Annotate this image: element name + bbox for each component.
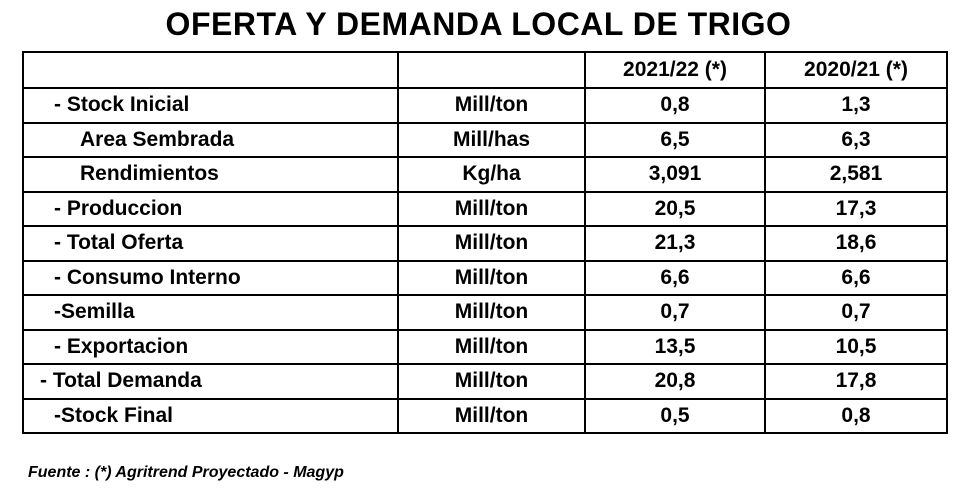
header-unit-cell bbox=[397, 51, 586, 89]
row-unit: Mill/ton bbox=[397, 225, 586, 262]
row-label: -Stock Final bbox=[22, 397, 399, 434]
row-label: - Produccion bbox=[22, 190, 399, 227]
table-header-row: 2021/22 (*) 2020/21 (*) bbox=[22, 51, 948, 89]
row-label: - Exportacion bbox=[22, 328, 399, 365]
row-value-2021-22: 3,091 bbox=[584, 156, 766, 193]
table-row: Area Sembrada Mill/has 6,5 6,3 bbox=[22, 121, 948, 158]
row-value-2020-21: 17,8 bbox=[764, 363, 948, 400]
row-label: - Stock Inicial bbox=[22, 87, 399, 124]
row-unit: Mill/has bbox=[397, 121, 586, 158]
row-value-2021-22: 21,3 bbox=[584, 225, 766, 262]
table-row: - Exportacion Mill/ton 13,5 10,5 bbox=[22, 328, 948, 365]
row-value-2020-21: 0,8 bbox=[764, 397, 948, 434]
row-value-2020-21: 6,3 bbox=[764, 121, 948, 158]
row-label: -Semilla bbox=[22, 294, 399, 331]
table-row: -Semilla Mill/ton 0,7 0,7 bbox=[22, 294, 948, 331]
row-value-2020-21: 2,581 bbox=[764, 156, 948, 193]
row-unit: Mill/ton bbox=[397, 363, 586, 400]
row-value-2021-22: 0,8 bbox=[584, 87, 766, 124]
row-label: - Consumo Interno bbox=[22, 259, 399, 296]
row-value-2021-22: 20,8 bbox=[584, 363, 766, 400]
row-unit: Mill/ton bbox=[397, 294, 586, 331]
row-value-2020-21: 18,6 bbox=[764, 225, 948, 262]
row-label: - Total Oferta bbox=[22, 225, 399, 262]
source-note: Fuente : (*) Agritrend Proyectado - Magy… bbox=[28, 464, 344, 481]
row-value-2020-21: 17,3 bbox=[764, 190, 948, 227]
table-row: Rendimientos Kg/ha 3,091 2,581 bbox=[22, 156, 948, 193]
row-unit: Mill/ton bbox=[397, 397, 586, 434]
row-unit: Mill/ton bbox=[397, 190, 586, 227]
row-value-2021-22: 13,5 bbox=[584, 328, 766, 365]
header-2020-21: 2020/21 (*) bbox=[764, 51, 948, 89]
supply-demand-table: 2021/22 (*) 2020/21 (*) - Stock Inicial M… bbox=[22, 51, 948, 434]
table-row: - Stock Inicial Mill/ton 0,8 1,3 bbox=[22, 87, 948, 124]
row-unit: Kg/ha bbox=[397, 156, 586, 193]
row-value-2020-21: 0,7 bbox=[764, 294, 948, 331]
document-title: OFERTA Y DEMANDA LOCAL DE TRIGO bbox=[165, 6, 792, 42]
row-label: - Total Demanda bbox=[22, 363, 399, 400]
row-unit: Mill/ton bbox=[397, 328, 586, 365]
row-value-2020-21: 6,6 bbox=[764, 259, 948, 296]
table-row: - Produccion Mill/ton 20,5 17,3 bbox=[22, 190, 948, 227]
table-row: - Total Oferta Mill/ton 21,3 18,6 bbox=[22, 225, 948, 262]
row-value-2021-22: 6,5 bbox=[584, 121, 766, 158]
row-unit: Mill/ton bbox=[397, 87, 586, 124]
table-row: - Consumo Interno Mill/ton 6,6 6,6 bbox=[22, 259, 948, 296]
table-row: -Stock Final Mill/ton 0,5 0,8 bbox=[22, 397, 948, 434]
header-label-cell bbox=[22, 51, 399, 89]
row-value-2021-22: 6,6 bbox=[584, 259, 766, 296]
row-label: Area Sembrada bbox=[22, 121, 399, 158]
row-label: Rendimientos bbox=[22, 156, 399, 193]
header-2021-22: 2021/22 (*) bbox=[584, 51, 766, 89]
table-row: - Total Demanda Mill/ton 20,8 17,8 bbox=[22, 363, 948, 400]
row-value-2020-21: 1,3 bbox=[764, 87, 948, 124]
row-value-2021-22: 0,5 bbox=[584, 397, 766, 434]
row-unit: Mill/ton bbox=[397, 259, 586, 296]
row-value-2021-22: 0,7 bbox=[584, 294, 766, 331]
row-value-2021-22: 20,5 bbox=[584, 190, 766, 227]
row-value-2020-21: 10,5 bbox=[764, 328, 948, 365]
